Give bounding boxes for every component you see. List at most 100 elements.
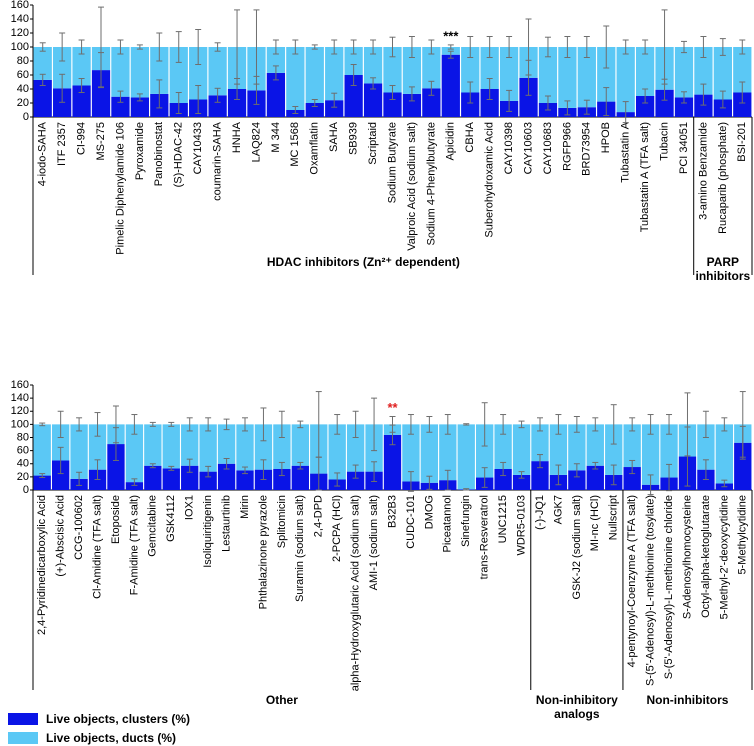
x-tick-label: B32B3 — [386, 495, 398, 528]
x-tick-label: Tubastatin A (TFA salt) — [639, 122, 651, 232]
x-tick-label: Nullscript — [608, 495, 620, 540]
x-tick-label: IOX1 — [184, 495, 196, 520]
bar-segment — [199, 471, 217, 490]
x-tick-label: Tubastatin A — [620, 121, 632, 182]
x-tick-label: GSK-J2 (sodium salt) — [571, 495, 583, 600]
x-tick-label: coumarin-SAHA — [212, 121, 224, 201]
bar-segment — [586, 465, 604, 490]
x-tick-label: 3-amino Benzamide — [697, 122, 709, 220]
bar-segment — [480, 89, 499, 117]
x-tick-label: BSI-201 — [736, 122, 748, 162]
bar-segment — [199, 424, 217, 472]
legend-swatch — [8, 732, 38, 744]
x-tick-label: Sodium 4-Phenylbutyrate — [425, 122, 437, 246]
x-tick-label: Splitomicin — [276, 495, 288, 548]
x-tick-label: Isoliquiritigenin — [202, 495, 214, 568]
bar-segment — [125, 424, 144, 483]
bar-segment — [655, 89, 674, 117]
y-tick-label: 80 — [17, 431, 29, 443]
x-tick-label: (+)-Abscisic Acid — [55, 495, 67, 577]
bar-segment — [715, 424, 734, 484]
bar-segment — [236, 470, 254, 490]
x-tick-label: HPOB — [600, 122, 612, 153]
x-tick-label: CAY10433 — [192, 122, 204, 174]
y-tick-label: 60 — [17, 445, 29, 457]
bar-segment — [422, 47, 441, 89]
bar-segment — [33, 47, 52, 80]
bar-segment — [111, 96, 130, 117]
bar-segment — [107, 444, 125, 490]
x-tick-label: 4-iodo-SAHA — [37, 121, 49, 186]
bar-segment — [217, 463, 236, 490]
bar-segment — [512, 474, 531, 490]
bar-segment — [383, 92, 402, 117]
group-label: Non-inhibitory analogs — [535, 693, 618, 721]
group-label: PARP inhibitors — [695, 255, 751, 283]
x-tick-label: AMI-1 (sodium salt) — [368, 495, 380, 590]
bar-segment — [189, 47, 208, 100]
bar-segment — [150, 47, 169, 94]
x-tick-label: SB939 — [348, 122, 360, 155]
x-tick-label: Suramin (sodium salt) — [294, 495, 306, 602]
x-tick-label: F-Amidine (TFA salt) — [128, 495, 140, 595]
x-tick-label: UNC1215 — [497, 495, 509, 543]
bar-segment — [72, 85, 91, 117]
bar-segment — [181, 465, 199, 490]
x-tick-label: CAY10603 — [522, 122, 534, 174]
bar-segment — [70, 424, 88, 479]
bar-segment — [733, 92, 752, 117]
group-label: HDAC inhibitors (Zn²⁺ dependent) — [266, 255, 460, 269]
bar-segment — [162, 424, 180, 469]
y-tick-label: 20 — [17, 97, 29, 109]
y-tick-label: 120 — [11, 405, 29, 417]
x-tick-label: HNHA — [231, 121, 243, 153]
annotation: *** — [443, 28, 459, 43]
x-tick-label: RGFP966 — [561, 122, 573, 171]
bar-segment — [33, 79, 52, 117]
bar-segment — [236, 424, 254, 471]
bar-segment — [72, 47, 91, 86]
legend-label: Live objects, clusters (%) — [46, 712, 191, 726]
x-tick-label: Octyl-alpha-ketoglutarate — [700, 495, 712, 618]
x-tick-label: Sinefungin — [460, 495, 472, 547]
x-tick-label: Piceatannol — [442, 495, 454, 553]
bar-segment — [461, 47, 480, 93]
bar-segment — [208, 47, 227, 96]
bar-segment — [130, 47, 150, 98]
bar-segment — [733, 47, 752, 93]
bar-segment — [344, 47, 363, 75]
legend-swatch — [8, 713, 38, 725]
x-tick-label: M 344 — [270, 122, 282, 153]
x-tick-label: S-(5'-Adenosyl)-L-methionine chloride — [663, 495, 675, 679]
bar-segment — [325, 47, 344, 101]
bar-segment — [734, 442, 752, 490]
x-tick-label: alpha-Hydroxyglutaric Acid (sodium salt) — [350, 495, 362, 691]
bar-segment — [422, 88, 441, 117]
bar-segment — [586, 424, 604, 466]
bar-segment — [33, 475, 51, 490]
bar-segment — [616, 47, 635, 113]
bar-segment — [91, 70, 111, 117]
bar-segment — [420, 424, 439, 483]
bar-segment — [169, 47, 188, 103]
bar-segment — [577, 47, 596, 108]
x-tick-label: trans-Resveratrol — [479, 495, 491, 579]
x-tick-label: 5-Methyl-2'-deoxycytidine — [718, 495, 730, 619]
bar-segment — [144, 465, 162, 490]
bar-segment — [383, 434, 402, 490]
bar-segment — [33, 424, 51, 476]
bar-segment — [538, 47, 558, 103]
bar-segment — [286, 47, 305, 110]
x-tick-label: MS-275 — [95, 122, 107, 161]
x-tick-label: Lestaurtinib — [220, 495, 232, 552]
x-tick-label: Rucaparib (phosphate) — [717, 122, 729, 234]
x-tick-label: Phthalazinone pyrazole — [257, 495, 269, 609]
bar-segment — [254, 424, 273, 470]
bar-segment — [480, 47, 499, 89]
x-tick-label: Pyroxamide — [134, 122, 146, 180]
group-label: Non-inhibitors — [646, 693, 729, 707]
bar-segment — [266, 72, 286, 117]
x-tick-label: (S)-HDAC-42 — [173, 122, 185, 187]
x-tick-label: LAQ824 — [250, 122, 262, 162]
